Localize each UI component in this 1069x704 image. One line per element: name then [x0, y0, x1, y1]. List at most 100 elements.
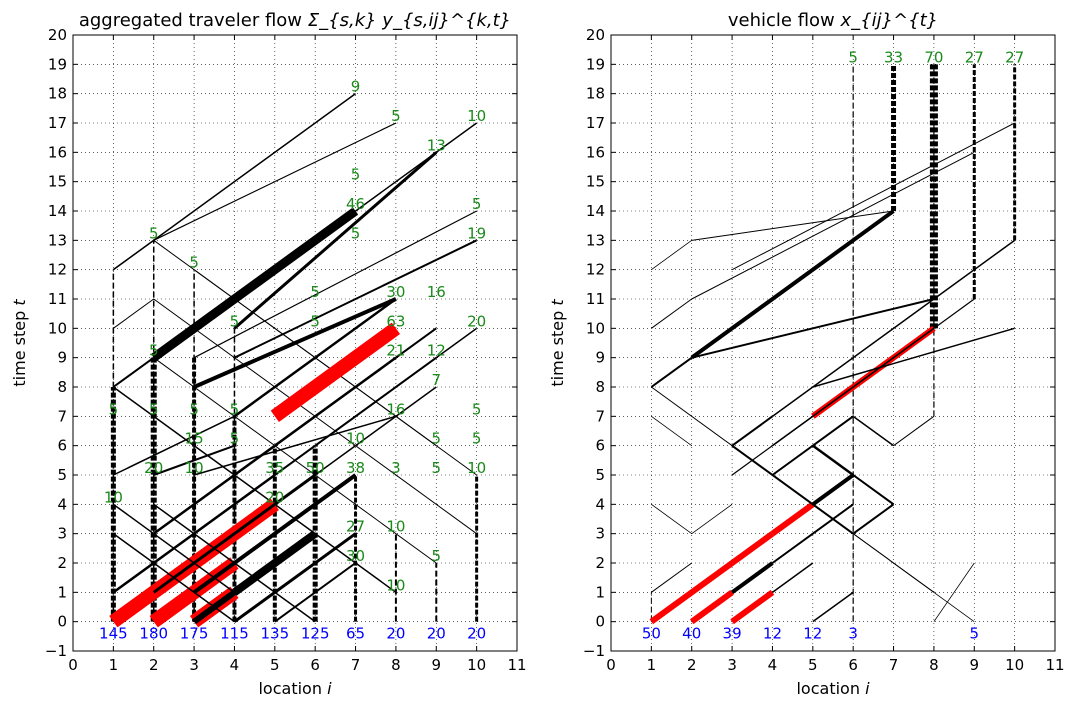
y-tick-label: −1 — [45, 642, 67, 660]
y-tick-label: 13 — [48, 231, 67, 249]
y-tick-label: 16 — [586, 143, 605, 161]
x-tick-label: 7 — [351, 656, 361, 674]
flow-label: 50 — [306, 459, 325, 477]
y-tick-label: 10 — [586, 319, 605, 337]
flow-label: 10 — [386, 576, 405, 594]
flow-segment — [852, 533, 975, 622]
flow-label: 20 — [265, 488, 284, 506]
y-tick-label: 18 — [48, 85, 67, 103]
flow-label: 63 — [386, 312, 405, 330]
flow-label: 27 — [965, 48, 984, 66]
flow-label: 12 — [427, 342, 446, 360]
flow-label: 5 — [310, 283, 320, 301]
x-axis-label: location i — [258, 679, 332, 698]
chart-title: aggregated traveler flow Σ_{s,k} y_{s,ij… — [79, 10, 511, 31]
flow-segment — [274, 562, 357, 623]
flow-label: 10 — [467, 459, 486, 477]
y-tick-label: 17 — [586, 114, 605, 132]
x-tick-label: 2 — [687, 656, 697, 674]
y-tick-label: 9 — [57, 349, 67, 367]
y-tick-label: 5 — [57, 466, 67, 484]
y-tick-label: 3 — [595, 525, 605, 543]
y-tick-label: 14 — [586, 202, 605, 220]
flow-segment — [852, 503, 895, 535]
x-tick-label: 9 — [431, 656, 441, 674]
origin-label: 3 — [848, 625, 858, 643]
flow-segment — [691, 151, 975, 300]
flow-segment — [772, 562, 814, 593]
x-tick-label: 4 — [230, 656, 240, 674]
panel-vehicle-flow: 0 1 2 3 4 5 6 7 8 9 10 11 −101234567891011121314151… — [548, 10, 1065, 698]
y-tick-label: 7 — [57, 407, 67, 425]
y-axis-label-var: t — [10, 299, 29, 306]
x-tick-label: 10 — [1005, 656, 1024, 674]
flow-segment — [113, 239, 155, 271]
flow-label: 10 — [346, 430, 365, 448]
x-tick-label: 4 — [768, 656, 778, 674]
y-tick-label: 8 — [595, 378, 605, 396]
x-tick-label: 3 — [727, 656, 737, 674]
x-axis-label-var: i — [865, 679, 870, 698]
x-axis-label-var: i — [327, 679, 332, 698]
origin-label: 40 — [682, 625, 701, 643]
flow-label: 5 — [230, 400, 240, 418]
title-math: x_{ij}^{t} — [840, 10, 939, 31]
flow-segment — [771, 503, 854, 564]
flow-label: 21 — [386, 342, 405, 360]
y-tick-label: 9 — [595, 349, 605, 367]
y-tick-label: 3 — [57, 525, 67, 543]
panel-traveler-flow: 0 1 2 3 4 5 6 7 8 9 10 11 −101234567891011121314151… — [10, 10, 527, 698]
flow-label: 10 — [104, 488, 123, 506]
flow-labels: 9 5 10 13 5 46 5 5 5 19 5 5 30 16 5 5 63 20 5 21 12 7 5 5 5 5 16 5 1… — [104, 78, 486, 595]
flow-segment — [690, 209, 895, 360]
flow-segment — [650, 356, 693, 388]
y-tick-label: 15 — [48, 173, 67, 191]
flow-label: 5 — [230, 312, 240, 330]
flow-label: 16 — [386, 400, 405, 418]
y-tick-label: 16 — [48, 143, 67, 161]
flow-segment — [193, 415, 397, 476]
x-tick-label: 8 — [391, 656, 401, 674]
origin-labels: 50 40 39 12 12 3 5 — [642, 625, 979, 643]
chart-title: vehicle flow x_{ij}^{t} — [728, 10, 938, 31]
x-tick-label: 9 — [969, 656, 979, 674]
flow-label: 5 — [848, 48, 858, 66]
y-axis-label: time step t — [10, 299, 29, 387]
y-tick-label: 10 — [48, 319, 67, 337]
title-text: aggregated traveler flow — [79, 10, 302, 31]
x-tick-labels: 0 1 2 3 4 5 6 7 8 9 10 11 — [606, 35, 1065, 674]
flow-segment — [152, 473, 317, 594]
flow-segment — [193, 297, 397, 389]
flow-segment — [192, 473, 357, 594]
flow-label: 5 — [431, 430, 441, 448]
flow-label: 35 — [265, 459, 284, 477]
flow-segment — [731, 415, 774, 447]
flow-segment — [233, 151, 438, 330]
flow-segment — [771, 415, 854, 476]
y-tick-label: 2 — [595, 554, 605, 572]
plot-frame — [72, 34, 518, 652]
flow-segment — [651, 416, 692, 446]
origin-label: 135 — [260, 625, 289, 643]
flow-segment — [691, 504, 733, 534]
x-tick-label: 3 — [189, 656, 199, 674]
origin-label: 180 — [139, 625, 168, 643]
x-tick-label: 1 — [109, 656, 119, 674]
origin-labels: 145 180 175 115 135 125 65 20 20 20 — [99, 625, 486, 643]
flow-segment — [651, 504, 692, 534]
origin-label: 39 — [723, 625, 742, 643]
highlighted-flow-segment — [689, 589, 734, 625]
y-tick-label: 13 — [586, 231, 605, 249]
y-tick-label: 17 — [48, 114, 67, 132]
flow-label: 30 — [386, 283, 405, 301]
flow-segment — [812, 591, 854, 623]
flow-label: 7 — [431, 371, 441, 389]
flow-label: 20 — [467, 312, 486, 330]
y-tick-label: 1 — [595, 583, 605, 601]
flow-segment — [852, 474, 894, 505]
y-tick-label: 12 — [48, 261, 67, 279]
y-tick-label: 11 — [586, 290, 605, 308]
flow-segment — [812, 444, 854, 477]
y-tick-label: 4 — [57, 495, 67, 513]
origin-label: 65 — [346, 625, 365, 643]
